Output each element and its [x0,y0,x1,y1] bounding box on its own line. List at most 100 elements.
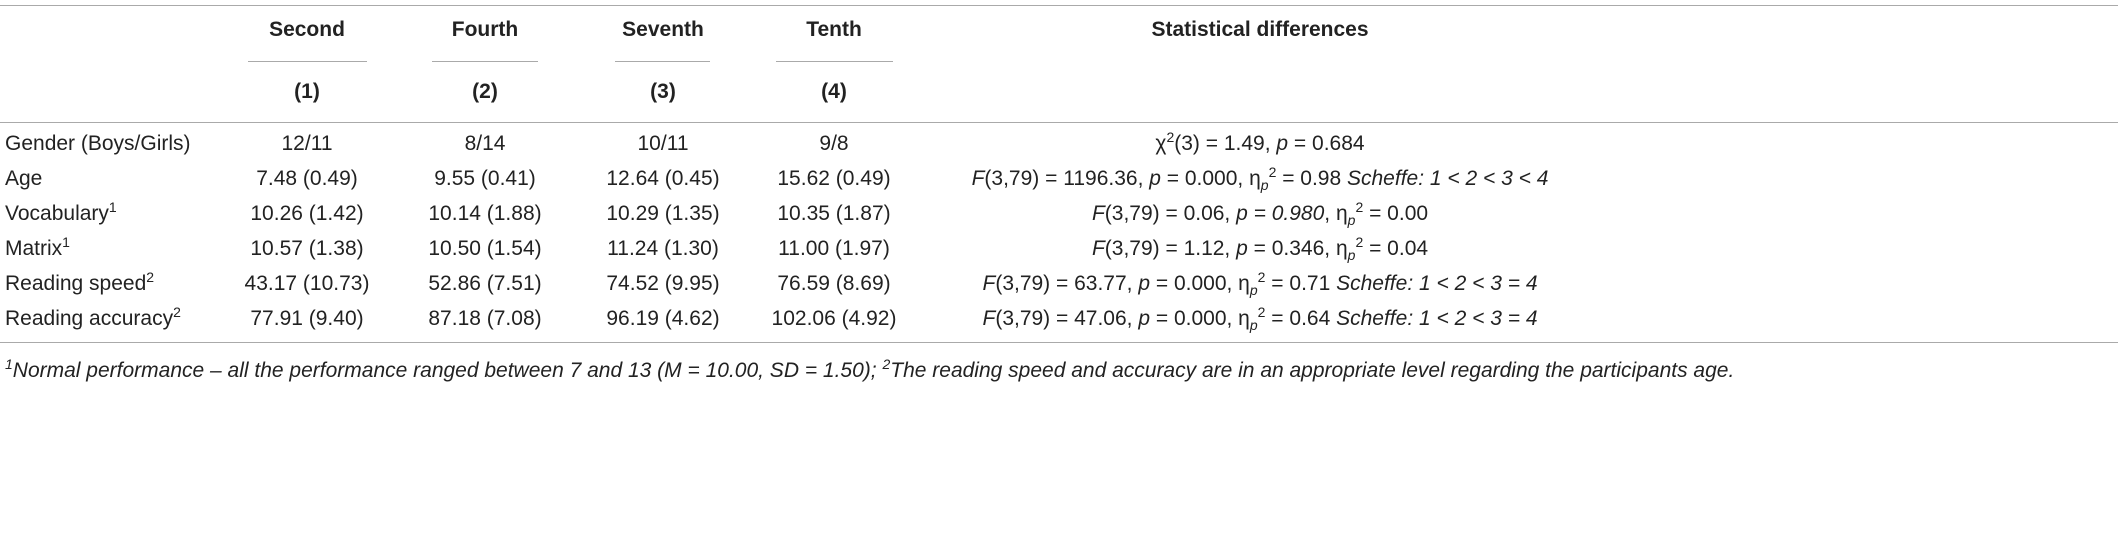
text-segment: χ [1155,132,1167,155]
text-segment: F [982,272,996,295]
cell: 76.59 (8.69) [777,272,891,295]
stat-cell: F(3,79) = 47.06, p = 0.000, ηp2 = 0.64 S… [982,304,1538,334]
row-label: Reading accuracy2 [5,304,181,331]
text-segment: 2 [882,356,891,372]
cell: 52.86 (7.51) [428,272,542,295]
text-segment: = 0.64 [1265,307,1337,330]
text-segment: F [1091,237,1105,260]
text-segment: 2 [1257,304,1266,320]
text-segment: (3) = 1.49, [1174,132,1277,155]
text-segment: p [1347,212,1356,229]
cell: 9/8 [819,132,849,155]
stat-cell: F(3,79) = 1196.36, p = 0.000, ηp2 = 0.98… [971,164,1549,194]
text-segment: (3,79) = 63.77, [995,272,1139,295]
text-segment: p [1138,272,1151,295]
text-segment: p [1236,237,1248,260]
text-segment: Reading speed [5,272,147,295]
text-segment: Age [5,167,43,190]
text-segment: = 0.684 [1288,132,1365,155]
text-segment: , η [1324,202,1348,225]
column-number: (2) [472,80,498,103]
text-segment: 1 [5,356,13,372]
cell: 102.06 (4.92) [771,307,897,330]
column-header: Second [269,18,345,41]
text-segment: p [1347,247,1356,264]
text-segment: 2 [1355,234,1364,250]
cell: 9.55 (0.41) [434,167,536,190]
cell: 10.35 (1.87) [777,202,891,225]
text-segment: 2 [1166,129,1175,145]
cell: 12/11 [281,132,333,155]
row-label: Reading speed2 [5,269,155,296]
column-header: Seventh [622,18,704,41]
text-segment: = 0.000, η [1150,307,1250,330]
text-segment: (3,79) = 0.06, [1104,202,1237,225]
column-rule [615,61,710,62]
header-rule [0,122,2118,123]
text-segment: Matrix [5,237,63,260]
top-rule [0,5,2118,6]
cell: 8/14 [464,132,506,155]
column-rule [776,61,893,62]
text-segment: F [971,167,985,190]
column-rule [248,61,367,62]
column-header: Fourth [451,18,519,41]
cell: 10.26 (1.42) [250,202,364,225]
text-segment: p [1138,307,1151,330]
text-segment: Scheffe: 1 < 2 < 3 < 4 [1347,167,1549,190]
row-label: Vocabulary1 [5,199,117,226]
text-segment: F [982,307,996,330]
text-segment: The reading speed and accuracy are in an… [890,359,1735,382]
text-segment: (3,79) = 1.12, [1104,237,1237,260]
column-number: (1) [294,80,320,103]
text-segment: p [1149,167,1161,190]
cell: 87.18 (7.08) [428,307,542,330]
column-header: Tenth [806,18,862,41]
text-segment: = 0.346, η [1247,237,1348,260]
text-segment: = 0.98 [1276,167,1347,190]
cell: 11.00 (1.97) [778,237,890,260]
text-segment: Normal performance – all the performance… [12,359,883,382]
column-rule [432,61,538,62]
text-segment: Scheffe: 1 < 2 < 3 = 4 [1336,272,1538,295]
cell: 10.29 (1.35) [606,202,720,225]
text-segment: Vocabulary [5,202,109,225]
text-segment: 2 [1268,164,1277,180]
cell: 96.19 (4.62) [606,307,720,330]
stat-cell: F(3,79) = 1.12, p = 0.346, ηp2 = 0.04 [1091,234,1429,264]
text-segment: 2 [146,269,155,285]
text-segment: p [1249,282,1258,299]
cell: 10/11 [637,132,689,155]
text-segment: 2 [173,304,181,320]
row-label: Age [5,167,42,191]
stat-cell: F(3,79) = 63.77, p = 0.000, ηp2 = 0.71 S… [982,270,1538,299]
text-segment: = 0.04 [1363,237,1429,260]
row-label: Gender (Boys/Girls) [5,132,191,156]
cell: 12.64 (0.45) [606,167,720,190]
text-segment: = 0.71 [1265,272,1337,295]
cell: 77.91 (9.40) [250,307,364,330]
text-segment: = 0.00 [1363,202,1429,225]
cell: 74.52 (9.95) [606,272,720,295]
text-segment: (3,79) = 47.06, [995,307,1139,330]
footnote: 1Normal performance – all the performanc… [5,356,2105,386]
text-segment: F [1091,202,1105,225]
column-number: (3) [650,80,676,103]
cell: 10.57 (1.38) [250,237,364,260]
stat-header: Statistical differences [1151,18,1369,41]
text-segment: Scheffe: 1 < 2 < 3 = 4 [1336,307,1538,330]
bottom-rule [0,342,2118,343]
column-number: (4) [821,80,847,103]
cell: 15.62 (0.49) [777,167,891,190]
text-segment: 1 [108,199,117,215]
text-segment: p [1260,177,1269,194]
text-segment: Gender (Boys/Girls) [5,132,191,155]
text-segment: Reading accuracy [5,307,174,330]
text-segment: (3,79) = 1196.36, [984,167,1150,190]
cell: 43.17 (10.73) [244,272,370,295]
text-segment: p = 0.980 [1236,202,1325,225]
cell: 10.50 (1.54) [428,237,542,260]
text-segment: = 0.000, η [1150,272,1250,295]
text-segment: p [1249,317,1258,334]
